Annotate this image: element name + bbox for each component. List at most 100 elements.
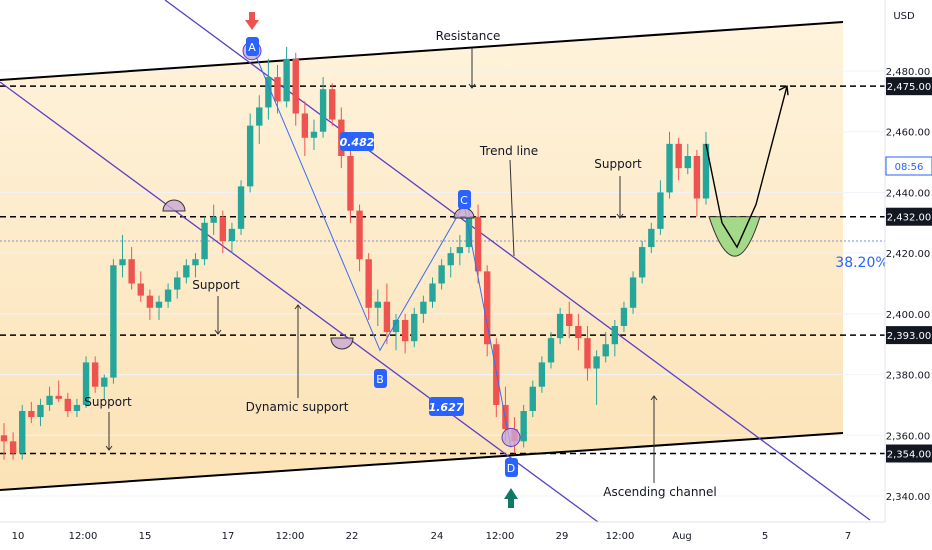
candle-body (319, 89, 327, 132)
price-level-tag-text: 2,432.00 (887, 213, 932, 224)
price-tick-label: 2,460.00 (886, 128, 931, 139)
dynamic-support-pointer-head (294, 304, 302, 310)
point-badge-text: C (460, 194, 468, 207)
candle-body (602, 344, 609, 357)
support-pointer-head (214, 329, 222, 335)
support-pointer-head (105, 445, 113, 451)
support-channel-line (0, 432, 844, 491)
candle-body (684, 156, 691, 169)
candle-body (119, 259, 126, 266)
candle-body (201, 222, 208, 260)
candle-body (566, 313, 573, 326)
point-badge-box (374, 369, 387, 388)
point-badge-text: D (507, 462, 515, 475)
candle-body (137, 283, 144, 296)
price-axis-ticks: 2,340.00 2,360.00 2,380.00 2,400.00 2,420.00… (885, 67, 932, 503)
candle-body (447, 253, 454, 266)
time-tick-label: 5 (762, 531, 768, 542)
point-badge-box (246, 37, 259, 56)
abcd-pattern: A B C D (105, 12, 658, 508)
price-tick-label: 2,420.00 (886, 249, 931, 260)
candle-body (529, 386, 536, 411)
candle-body (183, 265, 190, 278)
candle-body (274, 77, 281, 102)
time-tick-label: 7 (845, 531, 851, 542)
time-tick-label: 12:00 (606, 531, 635, 542)
candle-body (575, 326, 582, 339)
svg-text:0.482: 0.482 (340, 136, 375, 149)
candle-body (101, 377, 108, 387)
price-tick-label: 2,340.00 (886, 492, 931, 503)
candle-body (19, 411, 26, 454)
time-axis-ticks: 10 12:00 15 17 12:00 22 24 12:00 29 12:00 Aug 5 7 (12, 531, 852, 542)
candle-body (246, 125, 254, 187)
candle-body (638, 247, 646, 278)
candle-body (210, 216, 217, 223)
trend-line-pointer (509, 159, 515, 257)
candle-body (584, 338, 591, 369)
time-tick-label: 12:00 (276, 531, 305, 542)
projection-arrowhead (778, 85, 789, 96)
candle-body (702, 143, 710, 199)
price-level-tag-text: 2,393.00 (887, 331, 932, 342)
candle-body (474, 216, 482, 272)
support-label-right: Support (594, 157, 642, 171)
channel-lines (0, 0, 871, 523)
candle-body (383, 301, 391, 333)
time-tick-label: 10 (12, 531, 25, 542)
time-tick-label: 22 (346, 531, 359, 542)
candle-body (0, 435, 8, 442)
support-label-left: Support (84, 395, 132, 409)
candle-body (128, 259, 135, 284)
candle-body (219, 216, 226, 241)
price-tick-label: 2,480.00 (886, 67, 931, 78)
candle-body (301, 113, 309, 138)
candle-body (429, 283, 436, 302)
candle-body (493, 344, 500, 405)
resistance-pointer-head (468, 83, 476, 89)
candle-body (401, 319, 409, 342)
touch-marker (162, 199, 186, 212)
candle-body (91, 362, 99, 387)
resistance-label: Resistance (436, 29, 501, 43)
price-tick-label: 2,380.00 (886, 371, 931, 382)
candle-body (228, 228, 236, 241)
support-label-middle: Support (192, 278, 240, 292)
time-tick-label: 12:00 (69, 531, 98, 542)
candle-body (520, 411, 527, 442)
ratio-badge-0482: 0.482 (340, 132, 375, 151)
candle-body (146, 295, 154, 308)
current-price-text: 08:56 (895, 162, 924, 173)
candle-body (28, 411, 35, 418)
time-axis[interactable] (0, 522, 885, 550)
candle-body (192, 259, 199, 266)
price-tick-label: 2,440.00 (886, 188, 931, 199)
candle-body (547, 338, 555, 363)
point-badge-a: A (246, 37, 259, 56)
bullish-zone (708, 216, 761, 257)
candle-body (675, 143, 682, 169)
price-tick-label: 2,360.00 (886, 431, 931, 442)
candle-body (237, 186, 245, 229)
candle-body (620, 307, 628, 326)
candle-body (456, 247, 464, 254)
down-arrow (245, 12, 259, 30)
ascending-channel-label: Ascending channel (603, 485, 717, 499)
projection-line (705, 86, 788, 249)
candle-body (611, 326, 619, 345)
candle-body (174, 277, 181, 290)
time-tick-label: 15 (139, 531, 152, 542)
annotations: Resistance Trend line Support Support Su… (84, 29, 888, 499)
point-badge-b: B (374, 369, 387, 388)
dynamic-support-label: Dynamic support (246, 400, 349, 414)
touch-marker (330, 337, 354, 350)
candle-body (292, 58, 299, 114)
support-pointer-head (616, 213, 624, 219)
dynamic-support-line (0, 81, 599, 523)
up-arrow (504, 488, 518, 508)
point-badge-box (458, 190, 471, 209)
candle-body (556, 313, 564, 339)
price-level-tag-text: 2,354.00 (887, 450, 932, 461)
point-badge-text: A (248, 41, 256, 54)
candle-body (73, 404, 81, 411)
